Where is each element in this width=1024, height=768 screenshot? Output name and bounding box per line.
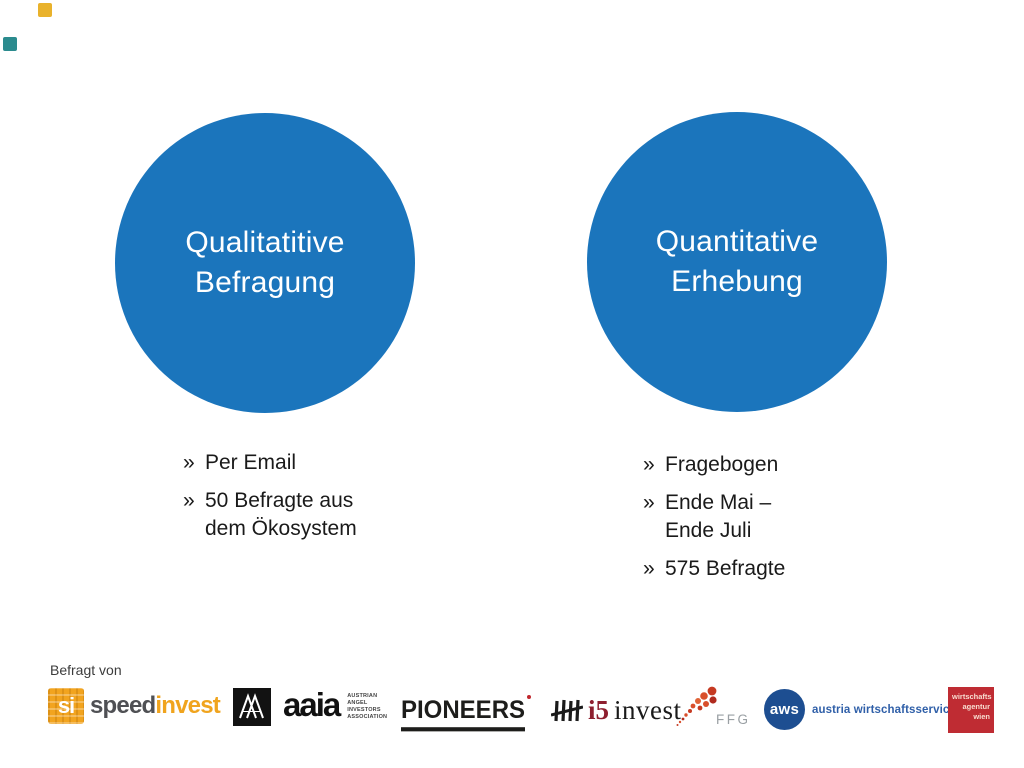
quantitative-bullet-list: » Fragebogen » Ende Mai – Ende Juli » 57… [643, 451, 863, 593]
aws-label: austria wirtschaftsservice [812, 703, 956, 716]
i5-wordmark-accent: i5 [588, 695, 610, 725]
pioneers-wordmark: PIONEERS [401, 696, 526, 732]
bullet-marker: » [643, 453, 655, 476]
quantitative-circle-label: Quantitative Erhebung [655, 225, 819, 298]
bullet-text: Fragebogen [665, 453, 779, 476]
aws-circle-icon: aws [764, 689, 805, 730]
bullet-text: Per Email [205, 451, 297, 474]
qualitative-circle: Qualitatitive Befragung [115, 113, 415, 413]
list-item: » Fragebogen [643, 451, 863, 479]
speedinvest-wordmark: speedinvest [90, 692, 221, 720]
bullet-text: Ende Mai – Ende Juli [665, 491, 772, 542]
bullet-text: 575 Befragte [665, 557, 786, 580]
speedinvest-word-invest: invest [155, 692, 220, 719]
i5-wordmark-invest: invest [614, 695, 682, 725]
ffg-dotted-arrow-icon [676, 686, 717, 726]
speedinvest-word-speed: speed [90, 692, 156, 719]
bullet-marker: » [643, 491, 655, 514]
bullet-marker: » [643, 557, 655, 580]
speedinvest-logo: si speedinvest [48, 688, 221, 724]
footer-heading: Befragt von [50, 662, 122, 678]
list-item: » 575 Befragte [643, 555, 863, 583]
top-left-yellow-mark [38, 3, 52, 17]
bullet-text: 50 Befragte aus dem Ökosystem [205, 489, 357, 540]
aaia-subtext: AUSTRIAN ANGEL INVESTORS ASSOCIATION [347, 693, 388, 720]
qualitative-circle-label: Qualitatitive Befragung [185, 226, 345, 299]
list-item: » 50 Befragte aus dem Ökosystem [183, 487, 403, 543]
list-item: » Per Email [183, 449, 403, 477]
top-left-teal-mark [3, 37, 17, 51]
speedinvest-icon: si [48, 688, 84, 724]
aws-logo: aws austria wirtschaftsservice [764, 689, 956, 730]
i5invest-logo: i5 invest [551, 695, 682, 726]
bullet-marker: » [183, 489, 195, 512]
pioneers-logo: PIONEERS [401, 695, 532, 732]
qualitative-bullet-list: » Per Email » 50 Befragte aus dem Ökosys… [183, 449, 403, 553]
pioneers-registered-dot-icon [527, 695, 532, 699]
wirtschaftsagentur-wien-text: wirtschafts agentur wien [952, 692, 992, 721]
tally-five-icon [551, 699, 583, 721]
aaia-logo: aaia AUSTRIAN ANGEL INVESTORS ASSOCIATIO… [233, 685, 388, 726]
ffg-logo: FFG [674, 683, 748, 731]
speedinvest-icon-text: si [57, 693, 75, 718]
quantitative-circle: Quantitative Erhebung [587, 112, 887, 412]
wirtschaftsagentur-wien-logo: wirtschafts agentur wien [948, 687, 994, 733]
ffg-wordmark: FFG [716, 712, 751, 727]
aaia-monogram-icon [233, 688, 271, 726]
list-item: » Ende Mai – Ende Juli [643, 489, 863, 545]
bullet-marker: » [183, 451, 195, 474]
aws-circle-text: aws [769, 701, 800, 718]
aaia-wordmark: aaia [283, 685, 341, 723]
